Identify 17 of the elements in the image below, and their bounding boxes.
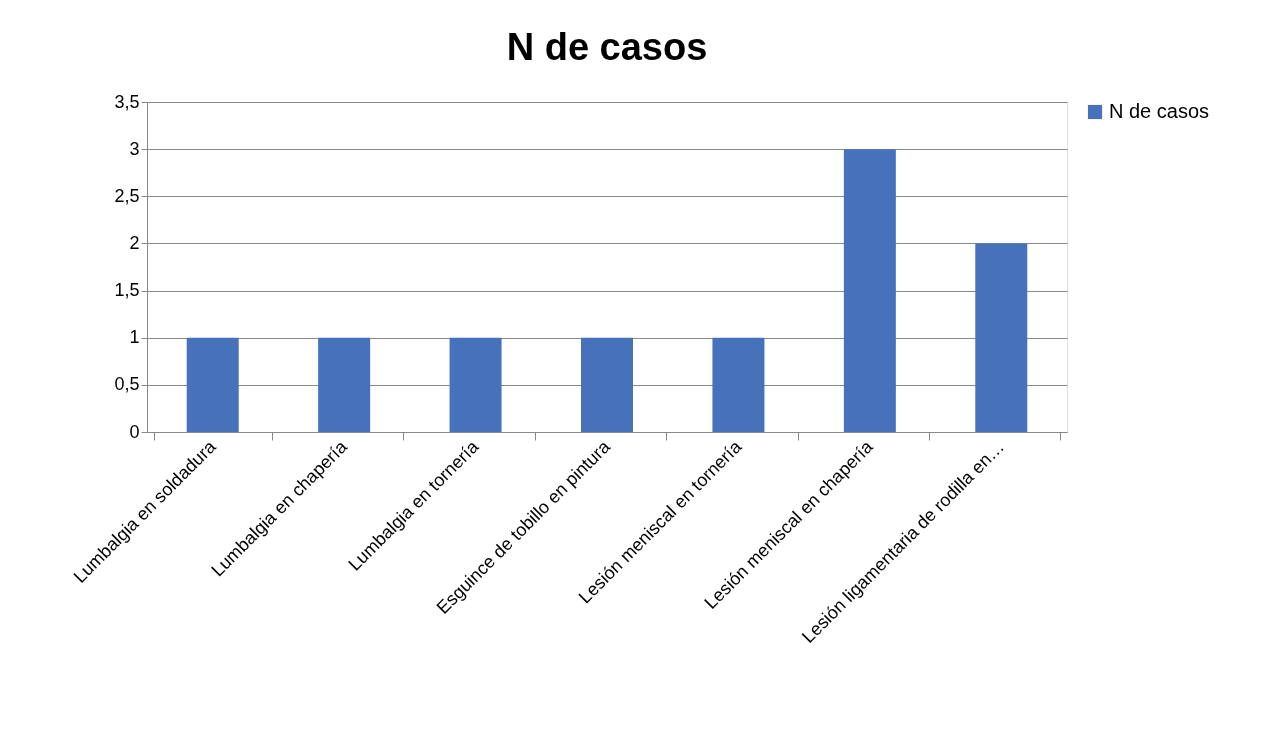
chart-title: N de casos bbox=[506, 26, 708, 68]
y-tick-label: 2 bbox=[129, 232, 140, 253]
y-tick-label: 1,5 bbox=[114, 280, 140, 301]
bar bbox=[186, 337, 239, 432]
y-tick-label: 3,5 bbox=[114, 91, 140, 112]
y-tick-label: 1 bbox=[129, 327, 140, 348]
bar bbox=[843, 149, 896, 432]
y-tick-label: 3 bbox=[129, 138, 140, 159]
y-tick-label: 0 bbox=[129, 421, 140, 442]
bar bbox=[712, 337, 765, 432]
y-tick-label: 0,5 bbox=[114, 374, 140, 395]
bar bbox=[581, 337, 633, 432]
bar bbox=[449, 337, 502, 432]
bar bbox=[975, 243, 1028, 432]
bar bbox=[318, 337, 371, 432]
y-tick-label: 2,5 bbox=[114, 185, 140, 206]
legend-label: N de casos bbox=[1109, 100, 1210, 122]
